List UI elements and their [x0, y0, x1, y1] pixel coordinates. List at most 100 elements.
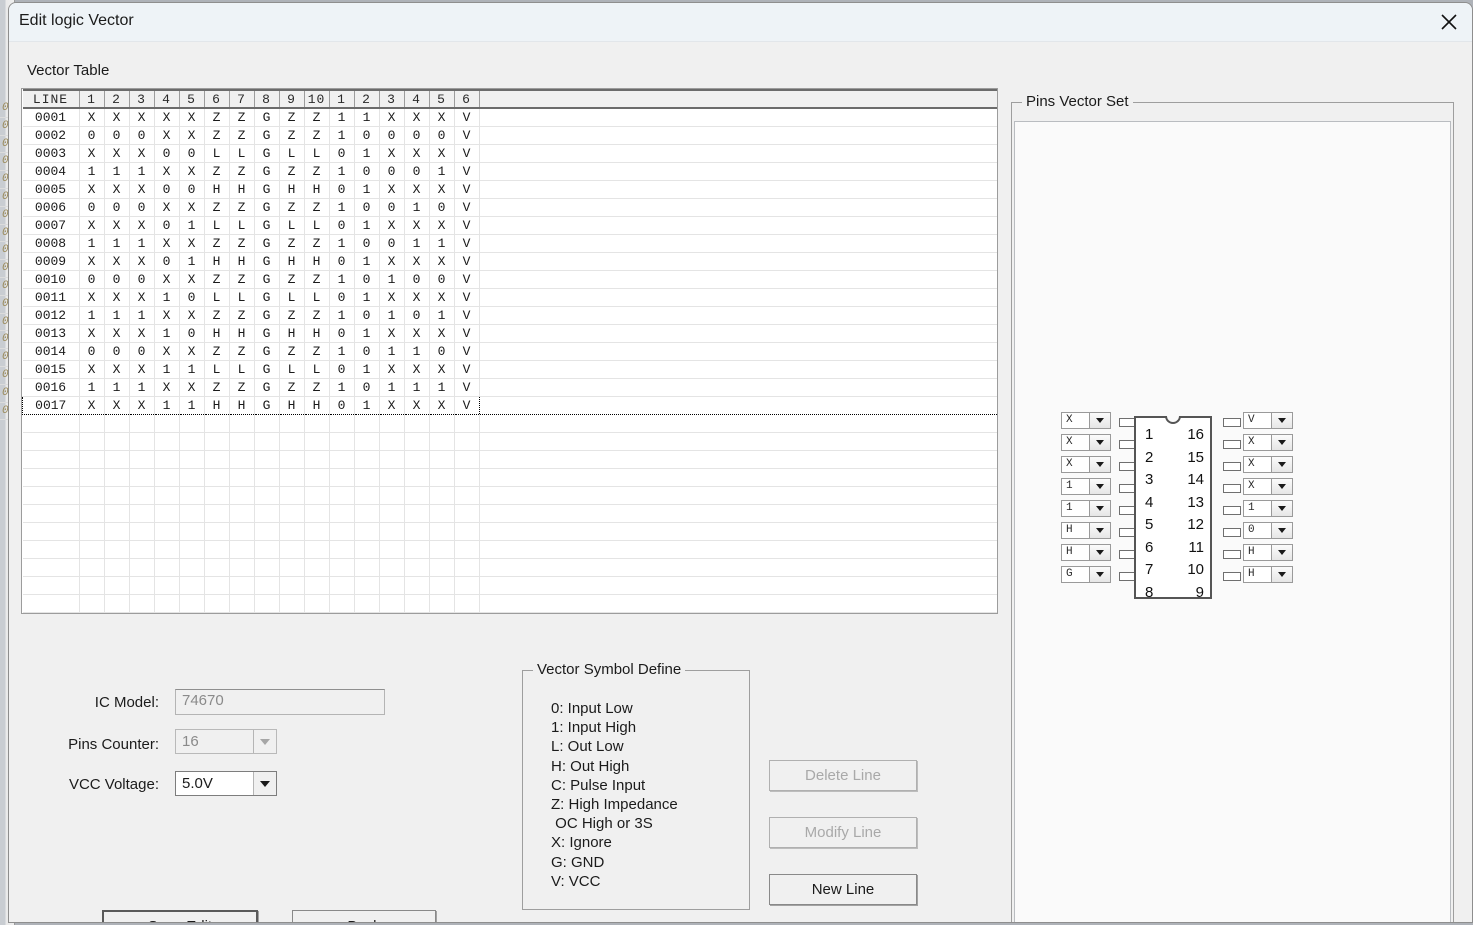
cell-pin-value: Z — [304, 234, 330, 253]
pin-right-select-6[interactable]: 0 — [1243, 522, 1293, 539]
pin-left-select-3[interactable]: X — [1061, 456, 1111, 473]
cell-pin-value: Z — [279, 198, 305, 217]
chevron-down-icon — [1271, 435, 1292, 450]
cell-filler — [479, 396, 997, 415]
cell-empty — [129, 594, 155, 613]
column-header-pin-1[interactable]: 1 — [329, 89, 355, 109]
save-edit-button[interactable]: Save Edit — [102, 910, 258, 922]
modify-line-button[interactable]: Modify Line — [769, 817, 917, 848]
cell-empty — [354, 468, 380, 487]
table-row[interactable]: 0001 X X X X X Z Z G Z Z 1 1 X X X V — [22, 108, 997, 127]
column-header-pin-5[interactable]: 5 — [179, 89, 205, 109]
table-row[interactable]: 0008 1 1 1 X X Z Z G Z Z 1 0 0 1 1 V — [22, 234, 997, 253]
column-header-pin-2[interactable]: 2 — [104, 89, 130, 109]
column-header-pin-4[interactable]: 4 — [404, 89, 430, 109]
table-row-empty[interactable] — [22, 468, 997, 487]
cell-line-number: 0005 — [22, 180, 80, 199]
table-row[interactable]: 0002 0 0 0 X X Z Z G Z Z 1 0 0 0 0 V — [22, 126, 997, 145]
cell-pin-value: 1 — [354, 180, 380, 199]
new-line-button[interactable]: New Line — [769, 874, 917, 905]
cell-pin-value: X — [154, 342, 180, 361]
vcc-voltage-select[interactable]: 5.0V — [175, 771, 277, 796]
cell-pin-value: 0 — [154, 216, 180, 235]
cell-pin-value: 0 — [129, 270, 155, 289]
pin-right-select-1[interactable]: V — [1243, 412, 1293, 429]
table-row-empty[interactable] — [22, 432, 997, 451]
table-row-empty[interactable] — [22, 414, 997, 433]
table-row-empty[interactable] — [22, 540, 997, 559]
table-row[interactable]: 0004 1 1 1 X X Z Z G Z Z 1 0 0 0 1 V — [22, 162, 997, 181]
cell-pin-value: 1 — [129, 378, 155, 397]
pin-right-select-4[interactable]: X — [1243, 478, 1293, 495]
table-row[interactable]: 0011 X X X 1 0 L L G L L 0 1 X X X V — [22, 288, 997, 307]
pin-right-select-2[interactable]: X — [1243, 434, 1293, 451]
table-row[interactable]: 0006 0 0 0 X X Z Z G Z Z 1 0 0 1 0 V — [22, 198, 997, 217]
column-header-pin-6[interactable]: 6 — [454, 89, 480, 109]
pin-right-select-5[interactable]: 1 — [1243, 500, 1293, 517]
table-row-empty[interactable] — [22, 522, 997, 541]
pin-value: H — [1066, 524, 1073, 536]
table-row[interactable]: 0009 X X X 0 1 H H G H H 0 1 X X X V — [22, 252, 997, 271]
table-row[interactable]: 0016 1 1 1 X X Z Z G Z Z 1 0 1 1 1 V — [22, 378, 997, 397]
table-row-empty[interactable] — [22, 558, 997, 577]
pin-left-select-2[interactable]: X — [1061, 434, 1111, 451]
table-row-empty[interactable] — [22, 450, 997, 469]
column-header-pin-2[interactable]: 2 — [354, 89, 380, 109]
cell-pin-value: 0 — [429, 342, 455, 361]
table-row-empty[interactable] — [22, 612, 997, 613]
vector-table[interactable]: LINE 1 2 3 4 5 6 7 8 9 10 1 2 3 4 5 6 0001 X X X X X Z Z G Z Z 1 1 X X… — [21, 88, 998, 614]
pins-counter-select[interactable]: 16 — [175, 729, 277, 754]
table-row[interactable]: 0014 0 0 0 X X Z Z G Z Z 1 0 1 1 0 V — [22, 342, 997, 361]
pin-left-select-5[interactable]: 1 — [1061, 500, 1111, 517]
table-row[interactable]: 0005 X X X 0 0 H H G H H 0 1 X X X V — [22, 180, 997, 199]
table-row[interactable]: 0015 X X X 1 1 L L G L L 0 1 X X X V — [22, 360, 997, 379]
table-row[interactable]: 0017 X X X 1 1 H H G H H 0 1 X X X V — [22, 396, 997, 415]
table-row[interactable]: 0013 X X X 1 0 H H G H H 0 1 X X X V — [22, 324, 997, 343]
table-row[interactable]: 0007 X X X 0 1 L L G L L 0 1 X X X V — [22, 216, 997, 235]
cell-pin-value: G — [254, 270, 280, 289]
cell-empty — [454, 522, 480, 541]
pin-left-select-6[interactable]: H — [1061, 522, 1111, 539]
column-header-pin-4[interactable]: 4 — [154, 89, 180, 109]
delete-line-button[interactable]: Delete Line — [769, 760, 917, 791]
table-row-empty[interactable] — [22, 576, 997, 595]
cell-empty — [154, 522, 180, 541]
cell-empty — [229, 432, 255, 451]
cell-empty — [454, 576, 480, 595]
column-header-pin-9[interactable]: 9 — [279, 89, 305, 109]
column-header-pin-6[interactable]: 6 — [204, 89, 230, 109]
table-row[interactable]: 0003 X X X 0 0 L L G L L 0 1 X X X V — [22, 144, 997, 163]
column-header-pin-10[interactable]: 10 — [304, 89, 330, 109]
pin-left-select-8[interactable]: G — [1061, 566, 1111, 583]
symbol-define-line: G: GND — [551, 853, 605, 871]
pin-right-select-3[interactable]: X — [1243, 456, 1293, 473]
pin-right-select-7[interactable]: H — [1243, 544, 1293, 561]
back-button[interactable]: Back — [292, 910, 436, 922]
cell-pin-value: G — [254, 198, 280, 217]
cell-pin-value: X — [404, 108, 430, 127]
column-header-pin-1[interactable]: 1 — [79, 89, 105, 109]
table-row-empty[interactable] — [22, 486, 997, 505]
cell-pin-value: Z — [279, 126, 305, 145]
column-header-pin-3[interactable]: 3 — [379, 89, 405, 109]
column-header-pin-5[interactable]: 5 — [429, 89, 455, 109]
cell-line-number: 0010 — [22, 270, 80, 289]
column-header-pin-8[interactable]: 8 — [254, 89, 280, 109]
ic-model-input[interactable]: 74670 — [175, 689, 385, 715]
column-header-pin-7[interactable]: 7 — [229, 89, 255, 109]
column-header-line[interactable]: LINE — [22, 89, 80, 109]
column-header-pin-3[interactable]: 3 — [129, 89, 155, 109]
table-row-empty[interactable] — [22, 504, 997, 523]
cell-pin-value: X — [429, 288, 455, 307]
cell-empty — [354, 558, 380, 577]
table-row-empty[interactable] — [22, 594, 997, 613]
pin-left-select-1[interactable]: X — [1061, 412, 1111, 429]
table-row[interactable]: 0012 1 1 1 X X Z Z G Z Z 1 0 1 0 1 V — [22, 306, 997, 325]
close-icon[interactable] — [1426, 3, 1472, 40]
table-row[interactable]: 0010 0 0 0 X X Z Z G Z Z 1 0 1 0 0 V — [22, 270, 997, 289]
pin-left-select-4[interactable]: 1 — [1061, 478, 1111, 495]
cell-pin-value: H — [304, 252, 330, 271]
pin-right-select-8[interactable]: H — [1243, 566, 1293, 583]
pin-left-select-7[interactable]: H — [1061, 544, 1111, 561]
cell-empty — [79, 504, 105, 523]
